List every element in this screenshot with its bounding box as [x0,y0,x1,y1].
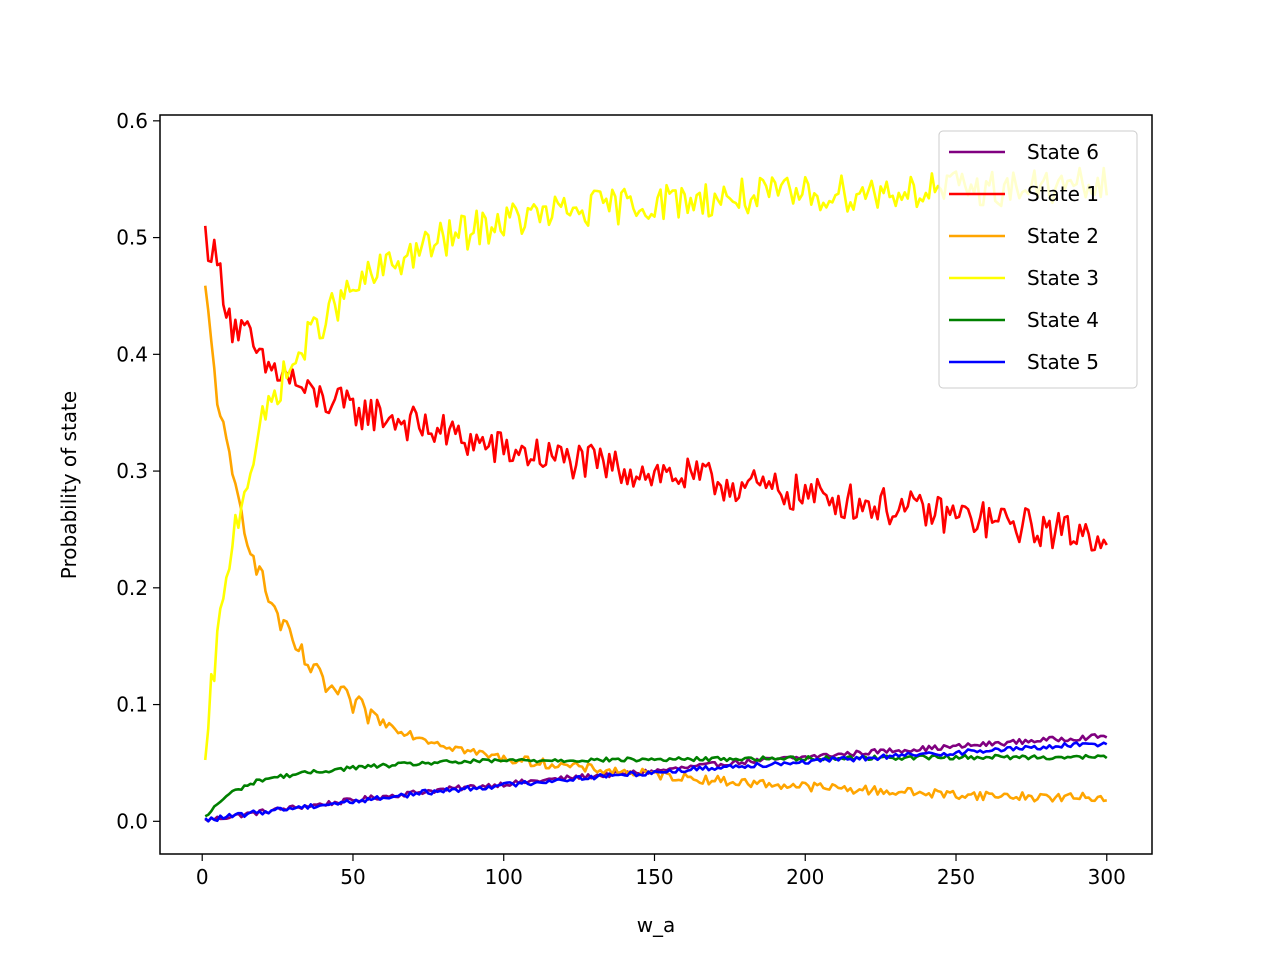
x-tick-label: 50 [340,865,365,889]
x-tick-label: 300 [1088,865,1126,889]
y-tick-label: 0.4 [116,342,148,366]
x-axis: 0 50 100 150 200 250 300 [196,854,1126,889]
legend-label: State 3 [1027,266,1099,290]
series-line-state-5 [204,741,1108,823]
y-tick-label: 0.1 [116,693,148,717]
series-line-state-1 [203,225,1108,552]
plot-frame [159,114,1153,855]
legend-label: State 2 [1027,224,1099,248]
x-tick-label: 250 [937,865,975,889]
y-tick-label: 0.5 [116,226,148,250]
x-tick-label: 150 [635,865,673,889]
legend-label: State 1 [1027,182,1099,206]
x-tick-label: 200 [786,865,824,889]
series-line-state-4 [204,753,1108,818]
x-tick-label: 100 [485,865,523,889]
x-tick-label: 0 [196,865,209,889]
x-axis-label: w_a [637,913,676,937]
y-axis: 0.0 0.1 0.2 0.3 0.4 0.5 0.6 [116,109,160,833]
y-axis-label: Probability of state [57,391,81,579]
y-tick-label: 0.2 [116,576,148,600]
legend: State 6 State 1 State 2 State 3 State 4 State… [938,130,1138,389]
legend-label: State 4 [1027,308,1099,332]
legend-label: State 6 [1027,140,1099,164]
y-tick-label: 0.3 [116,459,148,483]
y-tick-label: 0.0 [116,809,148,833]
y-tick-label: 0.6 [116,109,148,133]
legend-label: State 5 [1027,350,1099,374]
series-layer [203,166,1109,823]
